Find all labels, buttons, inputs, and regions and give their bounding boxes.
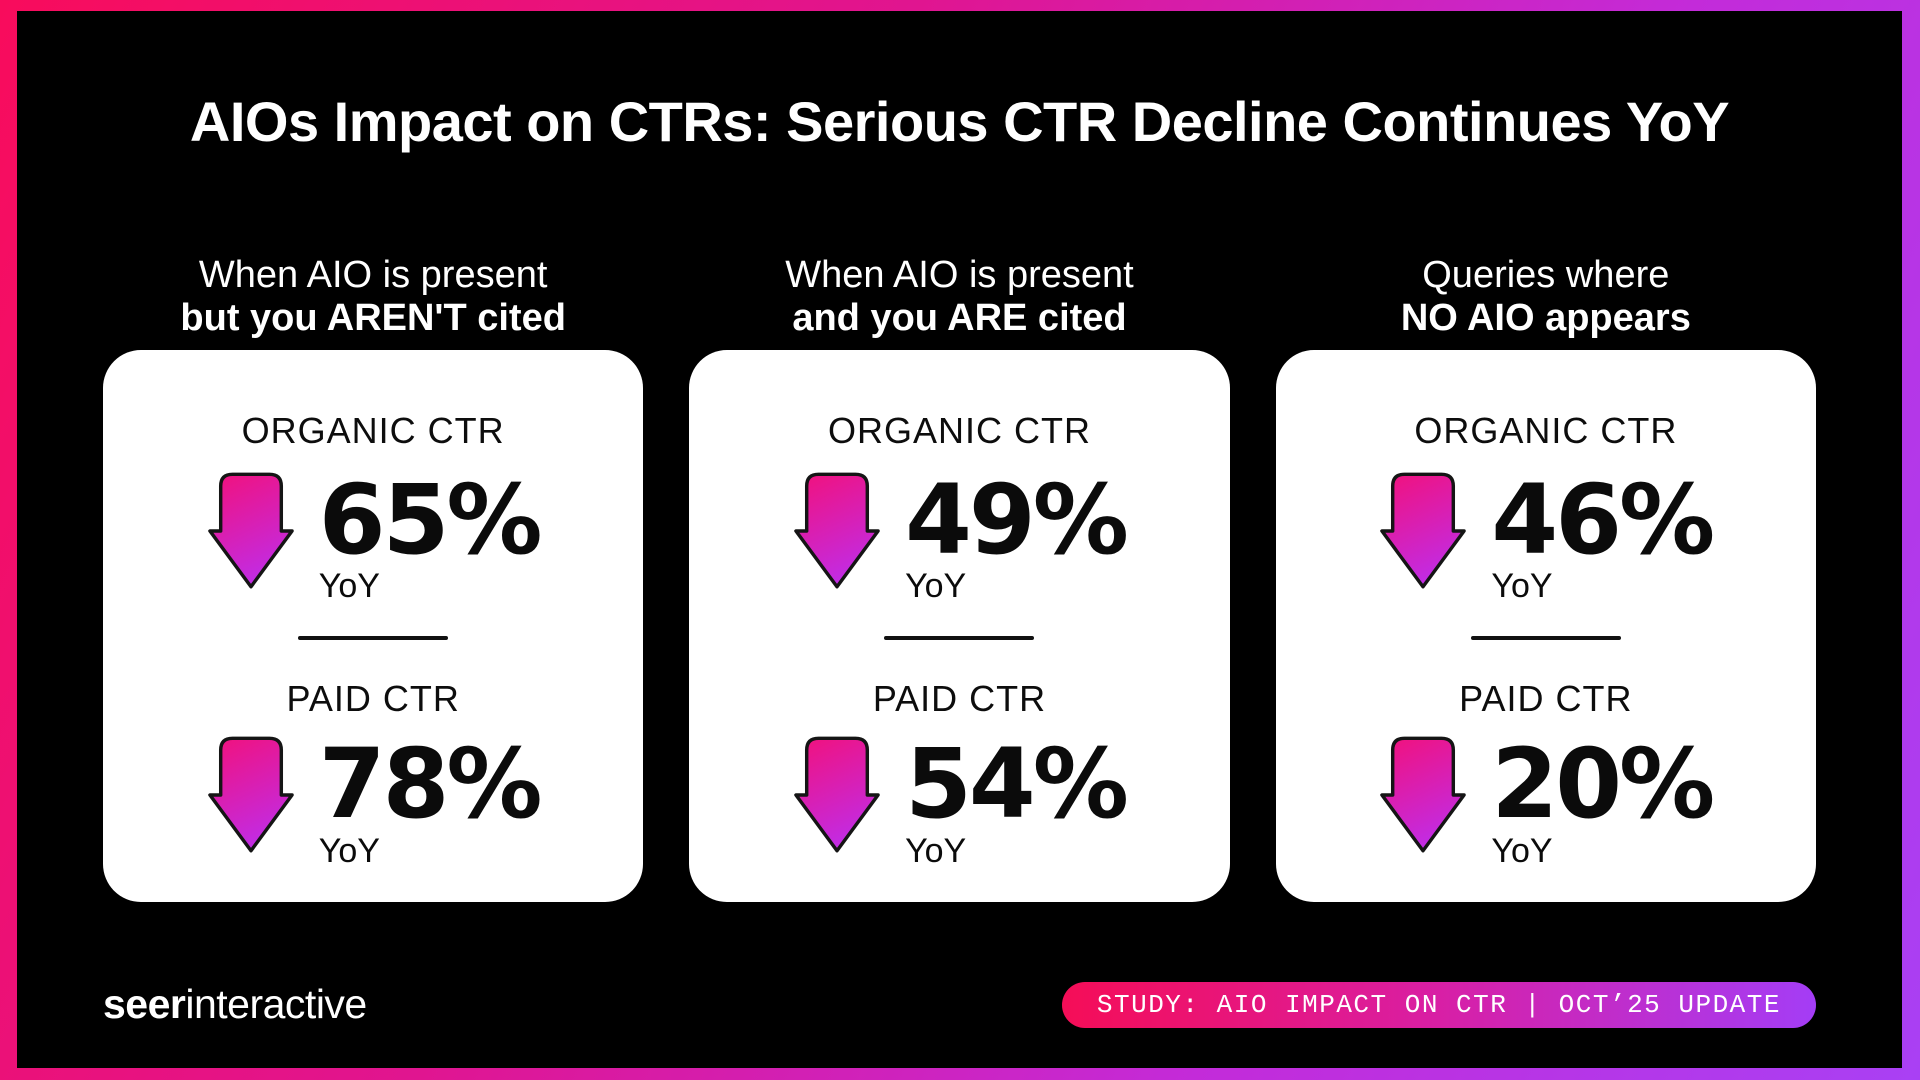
organic-ctr-value: 46% [1491,464,1715,576]
down-arrow-icon [1380,736,1467,853]
paid-ctr-metric: 20% YoY [1276,734,1816,870]
column-header-line2: and you ARE cited [792,297,1127,340]
page-title: AIOs Impact on CTRs: Serious CTR Decline… [189,90,1730,153]
divider [884,636,1035,641]
divider [1470,636,1621,641]
down-arrow-icon [794,736,880,853]
column-header-line2: but you AREN'T cited [180,297,566,340]
paid-ctr-value: 54% [905,728,1129,841]
yoy-label: YoY [905,567,967,606]
down-arrow-icon [207,736,294,853]
down-arrow-icon [207,472,294,589]
column-no-aio: Queries where NO AIO appears ORGANIC CTR [1275,254,1816,902]
organic-ctr-metric: 46% YoY [1276,470,1816,606]
organic-ctr-label: ORGANIC CTR [827,410,1091,451]
paid-ctr-label: PAID CTR [286,678,460,720]
paid-ctr-value: 78% [318,728,543,841]
metric-number-block: 78% YoY [318,728,543,870]
column-header-line1: Queries where [1422,254,1670,296]
column-aio-cited: When AIO is present and you ARE cited OR… [689,254,1230,902]
stat-card: ORGANIC CTR 49% YoY [689,350,1230,902]
column-header-line1: When AIO is present [785,254,1134,296]
yoy-label: YoY [1491,567,1553,606]
yoy-label: YoY [318,567,380,606]
stat-card: ORGANIC CTR 46% YoY [1275,350,1816,902]
seer-interactive-logo: seerinteractive [103,981,367,1028]
organic-ctr-metric: 65% YoY [103,470,643,606]
column-header: When AIO is present and you ARE cited [689,254,1229,342]
organic-ctr-value: 65% [318,464,543,576]
stat-card: ORGANIC CTR 65% YoY [103,350,644,902]
paid-ctr-value: 20% [1491,728,1715,841]
logo-text-bold: seer [103,981,186,1027]
down-arrow-icon [1380,472,1467,589]
metric-number-block: 54% YoY [905,728,1129,870]
organic-ctr-metric: 49% YoY [689,470,1229,606]
column-header: When AIO is present but you AREN'T cited [103,254,643,342]
yoy-label: YoY [318,831,380,870]
logo-text-regular: interactive [185,981,367,1027]
column-header-line1: When AIO is present [198,254,548,296]
slide-background: AIOs Impact on CTRs: Serious CTR Decline… [17,11,1902,1068]
organic-ctr-label: ORGANIC CTR [1414,410,1678,451]
paid-ctr-metric: 78% YoY [103,734,643,870]
organic-ctr-label: ORGANIC CTR [241,410,505,451]
footer: seerinteractive STUDY: AIO IMPACT ON CTR… [17,981,1902,1028]
stat-columns: When AIO is present but you AREN'T cited… [17,254,1902,902]
column-aio-not-cited: When AIO is present but you AREN'T cited… [103,254,644,902]
metric-number-block: 65% YoY [318,464,543,606]
metric-number-block: 49% YoY [905,464,1129,606]
metric-number-block: 20% YoY [1491,728,1715,870]
yoy-label: YoY [905,831,967,870]
study-badge: STUDY: AIO IMPACT ON CTR | OCT’25 UPDATE [1061,981,1816,1028]
column-header-line2: NO AIO appears [1400,297,1691,340]
divider [298,636,449,641]
metric-number-block: 46% YoY [1491,464,1715,606]
organic-ctr-value: 49% [905,464,1129,576]
down-arrow-icon [794,472,880,589]
yoy-label: YoY [1491,831,1553,870]
paid-ctr-label: PAID CTR [872,678,1047,720]
column-header: Queries where NO AIO appears [1276,254,1816,342]
paid-ctr-metric: 54% YoY [689,734,1229,870]
paid-ctr-label: PAID CTR [1459,678,1633,720]
